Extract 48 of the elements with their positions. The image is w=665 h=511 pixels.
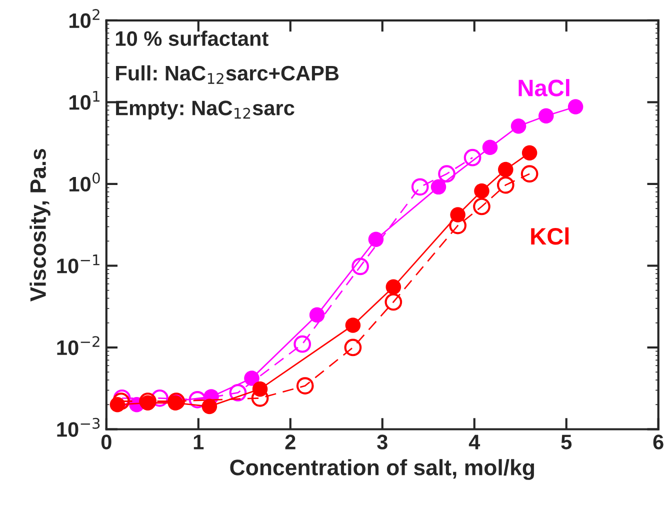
y-tick-label: 10$^{−2}$	[57, 336, 100, 356]
point	[522, 145, 538, 161]
point	[464, 148, 482, 166]
x-tick-label: 6	[653, 434, 664, 450]
y-tick-label: 10$^{0}$	[70, 172, 100, 192]
y-tick-label: 10$^{−3}$	[57, 418, 100, 437]
annotation: Empty: NaC$_{12}$sarc	[116, 100, 294, 120]
point	[473, 198, 490, 216]
point	[309, 307, 325, 323]
point	[368, 232, 384, 248]
point	[229, 384, 247, 402]
x-tick-label: 4	[468, 434, 480, 450]
point	[296, 377, 314, 394]
annotation: Full: NaC$_{12}$sarc+CAPB	[116, 65, 339, 84]
x-tick-label: 2	[285, 434, 296, 450]
annotation: 10 % surfactant	[116, 30, 268, 46]
text: KCl	[531, 227, 569, 245]
point	[386, 279, 402, 295]
x-tick-label: 5	[561, 434, 572, 450]
y-tick-label: 10$^{2}$	[70, 9, 100, 28]
point	[510, 118, 526, 134]
x-tick-label: 1	[194, 434, 204, 450]
point	[384, 293, 402, 311]
x-tick-label: 3	[377, 434, 388, 450]
point	[496, 176, 514, 194]
point	[538, 108, 554, 124]
point	[411, 178, 429, 196]
y-tick-label: 10$^{1}$	[70, 91, 100, 110]
point	[520, 165, 538, 183]
x-axis-title: Concentration of salt, mol/kg	[230, 459, 534, 480]
point	[474, 183, 490, 199]
point	[202, 398, 218, 414]
point	[438, 165, 456, 183]
x-tick-label: 0	[101, 434, 112, 450]
y-axis-title: Viscosity, Pa.s	[30, 148, 50, 302]
point	[498, 162, 514, 178]
point	[344, 338, 362, 356]
point	[482, 140, 498, 156]
point	[188, 390, 206, 408]
point	[151, 389, 168, 407]
point	[345, 318, 361, 333]
series-label: NaCl	[518, 79, 570, 96]
point	[430, 179, 446, 195]
point	[568, 99, 584, 114]
point	[294, 335, 312, 353]
point	[112, 392, 130, 410]
y-tick-label: 10$^{−1}$	[57, 254, 100, 274]
point	[352, 258, 369, 276]
